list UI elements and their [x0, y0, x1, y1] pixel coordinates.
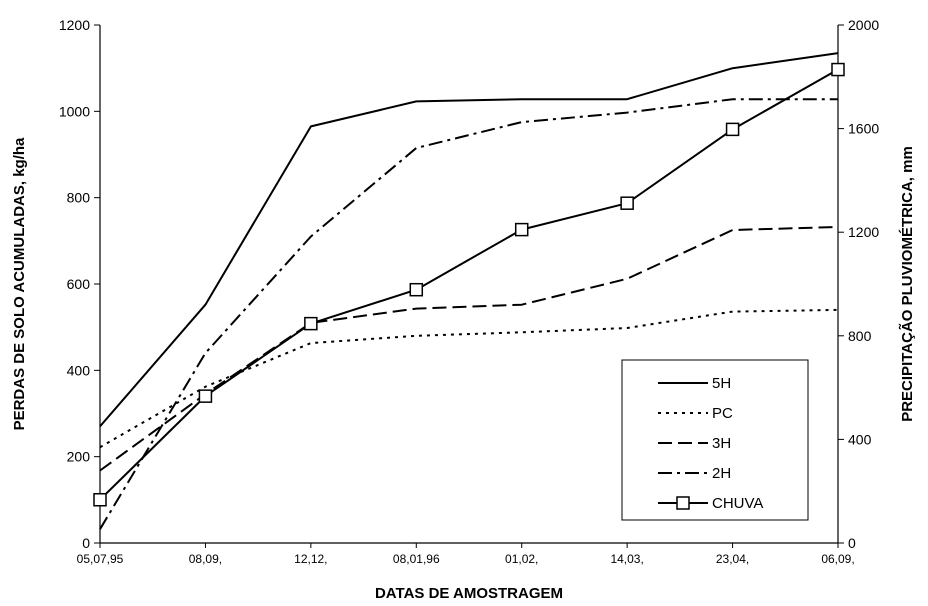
y2-tick-label: 1200 [848, 224, 879, 240]
series-point-chuva [725, 122, 740, 137]
x-axis-title: DATAS DE AMOSTRAGEM [375, 585, 563, 602]
legend-label-3h: 3H [712, 435, 731, 452]
y2-tick-label: 2000 [848, 17, 879, 33]
series-line-2h [99, 98, 838, 530]
series-point-chuva [409, 282, 424, 297]
legend-marker-chuva [676, 496, 690, 510]
y-tick-label: 1200 [59, 17, 90, 33]
x-tick-label: 12,12, [294, 552, 327, 566]
y2-tick-label: 800 [848, 328, 872, 344]
y-tick-label: 0 [82, 535, 90, 551]
y-axis-title: PERDAS DE SOLO ACUMULADAS, kg/ha [11, 137, 28, 430]
plot-area: 0 200 400 600 800 1000 1200 0 400 800 1200 1600 2000… [59, 17, 880, 566]
series-point-chuva [831, 62, 845, 77]
y2-tick-label: 0 [848, 535, 856, 551]
series-point-chuva [198, 389, 213, 403]
x-tick-label: 01,02, [505, 552, 538, 566]
x-tick-label: 08,09, [189, 552, 222, 566]
y2-tick-label: 400 [848, 431, 872, 447]
y-tick-label: 400 [67, 362, 91, 378]
y-tick-label: 200 [67, 449, 91, 465]
series-line-pc [99, 308, 839, 449]
legend: 5H PC 3H 2H CHUVA [621, 359, 809, 521]
x-tick-label: 14,03, [610, 552, 643, 566]
series-point-chuva [304, 316, 318, 331]
legend-label-pc: PC [712, 405, 733, 422]
series-point-chuva [620, 196, 634, 210]
y2-axis-title: PRECIPITAÇÃO PLUVIOMÉTRICA, mm [898, 146, 916, 422]
y-tick-label: 600 [67, 276, 91, 292]
legend-label-5h: 5H [712, 375, 731, 392]
series-point-chuva [93, 492, 107, 507]
legend-label-chuva: CHUVA [712, 495, 763, 512]
x-tick-label: 06,09, [821, 552, 854, 566]
x-tick-label: 08,01,96 [393, 552, 440, 566]
series-line-chuva [99, 68, 839, 501]
series-line-5h [99, 52, 839, 428]
legend-label-2h: 2H [712, 465, 731, 482]
x-tick-label: 23,04, [716, 552, 749, 566]
y-tick-label: 800 [67, 190, 91, 206]
y2-tick-label: 1600 [848, 121, 879, 137]
y-tick-label: 1000 [59, 103, 90, 119]
series-point-chuva [514, 222, 529, 237]
legend-box [621, 359, 809, 521]
series-line-3h [99, 226, 839, 472]
x-tick-label: 05,07,95 [77, 552, 124, 566]
